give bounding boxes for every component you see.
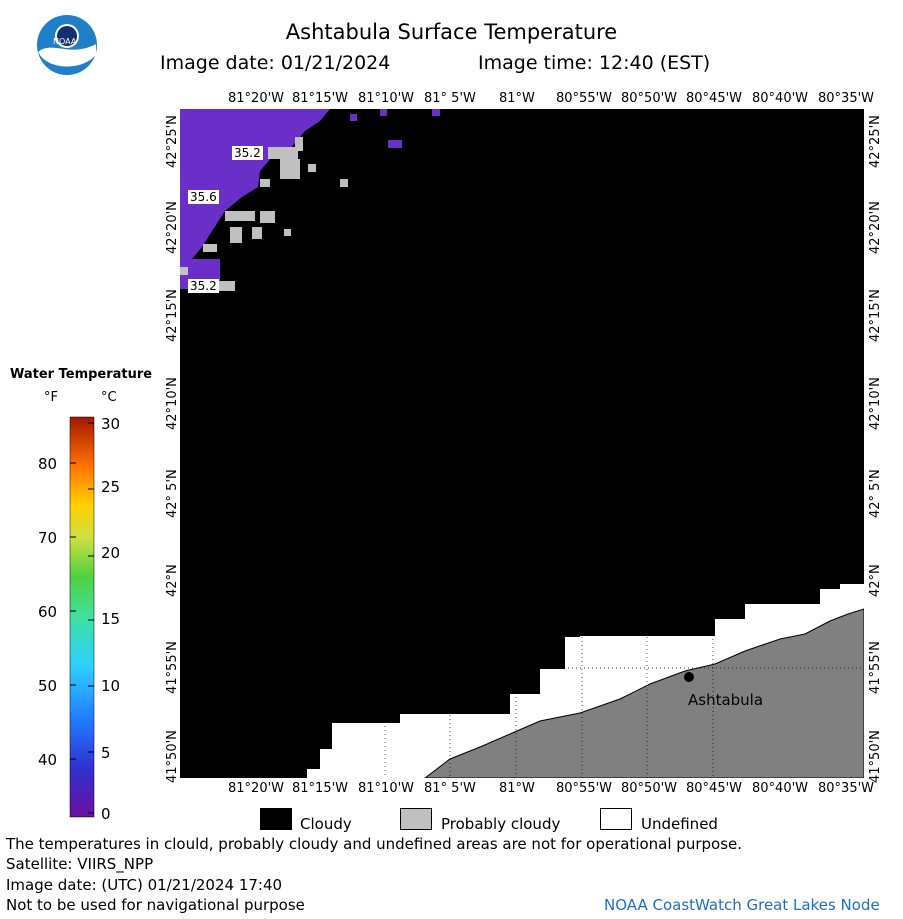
lon-label: 81° 5'W xyxy=(424,91,476,106)
lon-label: 80°45'W xyxy=(686,91,743,106)
lon-label: 80°50'W xyxy=(621,781,678,796)
land-area xyxy=(424,608,864,778)
noaa-logo xyxy=(37,15,97,75)
colorbar xyxy=(69,416,95,818)
legend-label-undefined: Undefined xyxy=(641,815,718,833)
legend-swatch-probably-cloudy xyxy=(400,808,432,830)
city-label: Ashtabula xyxy=(688,691,764,709)
temp-label: 35.6 xyxy=(188,190,219,204)
lon-label: 81°20'W xyxy=(228,91,285,106)
lake-water-area xyxy=(180,109,330,269)
temp-label: 35.2 xyxy=(188,279,219,293)
colorbar-c-tick: 15 xyxy=(101,610,121,628)
lon-label: 80°55'W xyxy=(556,781,613,796)
lat-label: 42°15'N xyxy=(165,289,180,342)
lat-label: 42° 5'N xyxy=(868,469,883,518)
lon-label: 81° 5'W xyxy=(424,781,476,796)
utc-date-text: Image date: (UTC) 01/21/2024 17:40 xyxy=(6,876,283,894)
lon-label: 80°35'W xyxy=(818,91,875,106)
lon-label: 80°35'W xyxy=(818,781,875,796)
probably-cloudy-pixels xyxy=(180,137,348,291)
legend-label-probably-cloudy: Probably cloudy xyxy=(441,815,561,833)
colorbar-c-tick: 5 xyxy=(101,744,111,762)
temp-label: 35.2 xyxy=(232,146,263,160)
colorbar-f-tick: 80 xyxy=(38,455,58,473)
colorbar-c-tick: 20 xyxy=(101,544,121,562)
legend-swatch-undefined xyxy=(600,808,632,830)
noaa-logo-text: NOAA xyxy=(53,37,77,46)
image-time: Image time: 12:40 (EST) xyxy=(478,52,711,74)
nav-warning-text: Not to be used for navigational purpose xyxy=(6,896,305,914)
disclaimer-text: The temperatures in clould, probably clo… xyxy=(6,835,743,853)
lat-label: 41°50'N xyxy=(165,730,180,783)
colorbar-f-header: °F xyxy=(44,390,58,405)
colorbar-c-tick: 30 xyxy=(101,415,121,433)
lat-label: 42°20'N xyxy=(868,201,883,254)
credit-text: NOAA CoastWatch Great Lakes Node xyxy=(604,896,880,914)
lat-label: 41°50'N xyxy=(868,730,883,783)
lake-water-pixel xyxy=(388,140,402,148)
lat-label: 42°10'N xyxy=(868,377,883,430)
colorbar-c-tick: 0 xyxy=(101,805,111,823)
lat-label: 42° 5'N xyxy=(165,469,180,518)
lat-label: 41°55'N xyxy=(868,641,883,694)
legend-swatch-cloudy xyxy=(260,808,292,830)
lake-water-pixel xyxy=(380,109,387,116)
colorbar-c-tick: 10 xyxy=(101,677,121,695)
colorbar-f-tick: 60 xyxy=(38,603,58,621)
lon-label: 81°15'W xyxy=(292,781,349,796)
lake-water-pixel xyxy=(432,109,440,116)
colorbar-f-tick: 40 xyxy=(38,751,58,769)
city-marker xyxy=(684,672,694,682)
colorbar-f-tick: 50 xyxy=(38,677,58,695)
colorbar-title: Water Temperature xyxy=(10,367,153,382)
lon-label: 80°55'W xyxy=(556,91,613,106)
graticule xyxy=(384,599,864,778)
lon-label: 81°10'W xyxy=(358,91,415,106)
lon-label: 80°40'W xyxy=(752,781,809,796)
lat-label: 42°15'N xyxy=(868,289,883,342)
lat-label: 42°N xyxy=(165,564,180,597)
lat-label: 42°25'N xyxy=(868,115,883,168)
lon-label: 81°10'W xyxy=(358,781,415,796)
satellite-text: Satellite: VIIRS_NPP xyxy=(6,855,154,873)
lon-label: 81°W xyxy=(499,781,535,796)
legend-label-cloudy: Cloudy xyxy=(300,815,352,833)
lat-label: 42°N xyxy=(868,564,883,597)
page-title: Ashtabula Surface Temperature xyxy=(285,20,618,44)
colorbar-f-tick: 70 xyxy=(38,529,58,547)
colorbar-c-tick: 25 xyxy=(101,478,121,496)
temperature-map xyxy=(180,109,864,778)
lon-label: 81°20'W xyxy=(228,781,285,796)
lon-label: 81°W xyxy=(499,91,535,106)
lat-label: 41°55'N xyxy=(165,641,180,694)
lon-label: 80°45'W xyxy=(686,781,743,796)
lon-label: 81°15'W xyxy=(292,91,349,106)
lon-label: 80°40'W xyxy=(752,91,809,106)
colorbar-c-header: °C xyxy=(101,390,117,405)
lat-label: 42°25'N xyxy=(165,115,180,168)
lat-label: 42°20'N xyxy=(165,201,180,254)
lake-water-pixel xyxy=(350,114,357,121)
lat-label: 42°10'N xyxy=(165,377,180,430)
image-date: Image date: 01/21/2024 xyxy=(160,52,391,74)
lon-label: 80°50'W xyxy=(621,91,678,106)
